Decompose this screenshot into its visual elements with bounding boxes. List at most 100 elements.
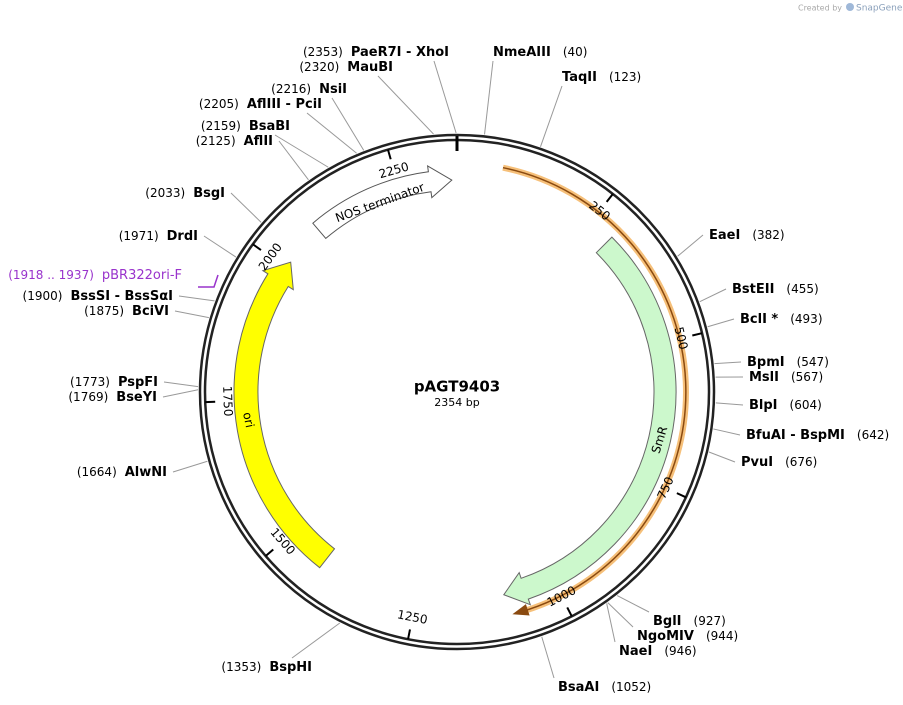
feature-label: ori (240, 411, 257, 429)
site-name: PvuI (741, 455, 773, 470)
site-position: (123) (609, 70, 641, 84)
site-name: AflIII - PciI (247, 97, 322, 112)
site-leader (331, 97, 365, 151)
site-label: (1664) AlwNI (77, 465, 167, 480)
feature-arrow (503, 236, 677, 606)
site-name: BciVI (132, 304, 169, 319)
site-name: NmeAIII (493, 45, 551, 60)
site-name: PaeR7I - XhoI (351, 45, 449, 60)
tick-mark (252, 243, 262, 251)
site-position: (2216) (271, 82, 311, 96)
site-leader (291, 622, 341, 659)
site-name: AflII (244, 134, 273, 149)
site-leader (606, 603, 616, 643)
site-leader (715, 402, 744, 406)
site-label: (2125) AflII (196, 134, 273, 149)
site-name: AlwNI (125, 465, 167, 480)
site-label: MslI (567) (749, 370, 823, 385)
site-position: (40) (563, 45, 588, 59)
tick-label: 1750 (220, 386, 235, 417)
tick-mark (407, 629, 411, 640)
site-position: (946) (664, 644, 696, 658)
site-position: (1875) (84, 304, 124, 318)
site-label: BglI (927) (653, 614, 726, 629)
site-position: (944) (706, 629, 738, 643)
site-position: (1353) (221, 660, 261, 674)
site-name: NaeI (619, 644, 652, 659)
site-position: (382) (752, 228, 784, 242)
feature-arrow (312, 164, 453, 240)
site-name: DrdI (167, 229, 198, 244)
site-name: MauBI (347, 60, 393, 75)
site-leader (484, 60, 494, 135)
site-position: (567) (791, 370, 823, 384)
site-position: (604) (790, 398, 822, 412)
site-name: BssSI - BssSαI (70, 289, 173, 304)
site-position: (2353) (303, 45, 343, 59)
site-label: NaeI (946) (619, 644, 697, 659)
tick-mark (692, 332, 703, 337)
site-leader (699, 288, 727, 303)
site-label: TaqII (123) (562, 70, 641, 85)
site-position: (642) (857, 428, 889, 442)
site-name: TaqII (562, 70, 597, 85)
orf-arc-line (502, 166, 687, 613)
feature-arrow (233, 261, 336, 569)
site-name: BsgI (193, 186, 225, 201)
site-name: BfuAI - BspMI (746, 428, 845, 443)
site-leader (172, 460, 208, 473)
site-label: (1769) BseYI (68, 390, 157, 405)
site-leader (377, 75, 434, 135)
orf-arrowhead (512, 604, 530, 616)
site-label: (1353) BspHI (221, 660, 312, 675)
site-leader (163, 381, 199, 388)
site-label: (2353) PaeR7I - XhoI (303, 45, 449, 60)
site-position: (2205) (199, 97, 239, 111)
site-leader (677, 234, 704, 257)
backbone-outer (198, 133, 716, 651)
site-leader (539, 85, 563, 147)
site-name: NgoMIV (637, 629, 694, 644)
site-label: BfuAI - BspMI (642) (746, 428, 889, 443)
site-position: (1664) (77, 465, 117, 479)
site-label: (2033) BsgI (145, 186, 225, 201)
credit: Created by (798, 4, 842, 13)
layer: NOS terminatorSmRori25050075010001250150… (8, 45, 889, 695)
site-name: BseYI (116, 390, 157, 405)
brand[interactable]: SnapGene (856, 4, 903, 14)
site-leader (541, 636, 555, 679)
site-label: NgoMIV (944) (637, 629, 738, 644)
site-leader (433, 60, 457, 134)
plasmid-length: 2354 bp (434, 396, 479, 409)
site-leader (708, 451, 736, 463)
tick-mark (605, 193, 614, 203)
site-leader (616, 595, 650, 613)
site-leader (714, 361, 742, 365)
site-leader (203, 235, 237, 258)
site-name: MslI (749, 370, 779, 385)
site-label: BstEII (455) (732, 282, 819, 297)
primer-label: (1918 .. 1937) pBR322ori-F (8, 268, 182, 283)
site-label: (1773) PspFI (70, 375, 158, 390)
site-label: EaeI (382) (709, 228, 785, 243)
site-label: BclI * (493) (740, 312, 823, 327)
site-leader (162, 389, 199, 398)
site-position: (2320) (299, 60, 339, 74)
tick-mark (566, 606, 573, 617)
site-label: (1971) DrdI (119, 229, 198, 244)
plasmid-name: pAGT9403 (414, 378, 500, 396)
site-leader (306, 112, 357, 154)
brand-icon (846, 3, 854, 11)
site-name: BpmI (747, 355, 785, 370)
site-name: BsaAI (558, 680, 599, 695)
site-name: BsaBI (249, 119, 290, 134)
site-position: (493) (790, 312, 822, 326)
site-name: BstEII (732, 282, 774, 297)
site-position: (1052) (611, 680, 651, 694)
site-name: BglI (653, 614, 682, 629)
site-leader (178, 295, 215, 302)
site-label: PvuI (676) (741, 455, 817, 470)
site-name: PspFI (118, 375, 158, 390)
site-name: BlpI (749, 398, 778, 413)
